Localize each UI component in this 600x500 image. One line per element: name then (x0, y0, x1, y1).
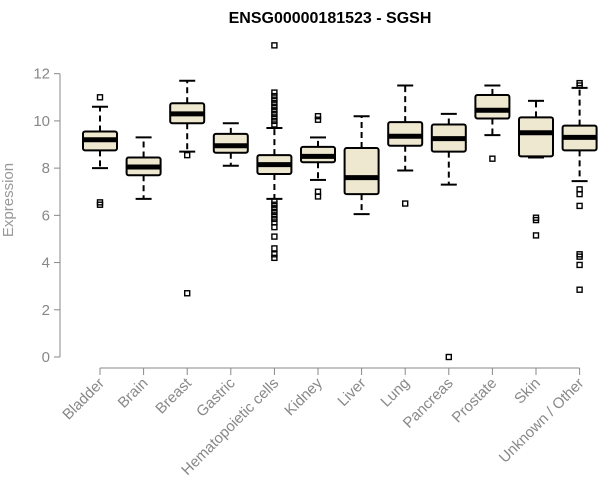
outlier-point (271, 208, 278, 216)
box-group (82, 42, 598, 361)
y-tick-label: 0 (42, 349, 50, 366)
y-axis: 0 2 4 6 8 10 12 (33, 66, 61, 366)
chart-title: ENSG00000181523 - SGSH (229, 10, 432, 27)
x-tick-label: Brain (115, 375, 152, 412)
box-bladder (82, 94, 118, 208)
outlier-point (271, 251, 278, 258)
outlier-point (271, 223, 278, 231)
box-liver (343, 115, 380, 216)
outlier-point (271, 114, 278, 121)
box-pancreas (430, 112, 467, 361)
outlier-point (576, 190, 583, 198)
x-tick-label: Skin (511, 375, 544, 408)
outlier-point (314, 193, 322, 200)
outlier-point (271, 254, 278, 262)
box-skin (518, 99, 554, 239)
box-lung (387, 84, 424, 207)
outlier-point (532, 232, 540, 239)
iqr-box (474, 93, 511, 120)
outlier-point (96, 94, 104, 101)
outlier-point (96, 201, 104, 208)
box-hematopoietic-cells (256, 42, 293, 262)
outlier-point (271, 110, 278, 118)
outlier-point (271, 121, 278, 128)
y-tick-label: 6 (42, 207, 50, 224)
outlier-point (271, 100, 278, 107)
y-tick-label: 10 (33, 113, 50, 130)
outlier-point (271, 212, 278, 219)
box-prostate (474, 84, 511, 162)
x-tick-label: Breast (152, 374, 195, 417)
outlier-point (271, 103, 278, 110)
outlier-point (271, 96, 278, 103)
y-tick-label: 2 (42, 302, 50, 319)
outlier-point (576, 286, 583, 293)
x-tick-label: Kidney (281, 374, 326, 419)
outlier-point (532, 216, 540, 224)
outlier-point (576, 82, 583, 89)
outlier-point (271, 89, 278, 96)
box-unknown-other (561, 79, 598, 293)
box-brain (125, 136, 162, 200)
outlier-point (445, 353, 452, 361)
outlier-point (271, 107, 278, 114)
y-tick-label: 4 (42, 255, 50, 272)
iqr-box (518, 116, 554, 158)
outlier-point (489, 155, 496, 162)
outlier-point (183, 290, 191, 297)
y-tick-label: 12 (33, 66, 50, 83)
box-kidney (300, 112, 336, 200)
outlier-point (576, 202, 583, 210)
iqr-box (343, 147, 380, 196)
y-tick-label: 8 (42, 160, 50, 177)
x-tick-label: Bladder (59, 375, 108, 424)
outlier-point (271, 42, 278, 49)
outlier-point (314, 116, 322, 123)
x-tick-label: Prostate (449, 375, 501, 427)
outlier-point (314, 112, 322, 120)
x-tick-label: Liver (334, 375, 369, 410)
x-tick-label: Lung (377, 375, 413, 411)
outlier-point (183, 151, 191, 159)
outlier-point (271, 92, 278, 100)
outlier-point (576, 253, 583, 260)
outlier-point (271, 205, 278, 212)
outlier-point (271, 117, 278, 125)
outlier-point (271, 245, 278, 252)
box-breast (169, 79, 206, 297)
outlier-point (576, 261, 583, 269)
outlier-point (402, 200, 409, 207)
y-axis-label: Expression (0, 163, 17, 237)
box-gastric (212, 122, 249, 167)
outlier-point (271, 201, 278, 208)
outlier-point (271, 197, 278, 205)
outlier-point (271, 215, 278, 223)
outlier-point (271, 233, 278, 240)
